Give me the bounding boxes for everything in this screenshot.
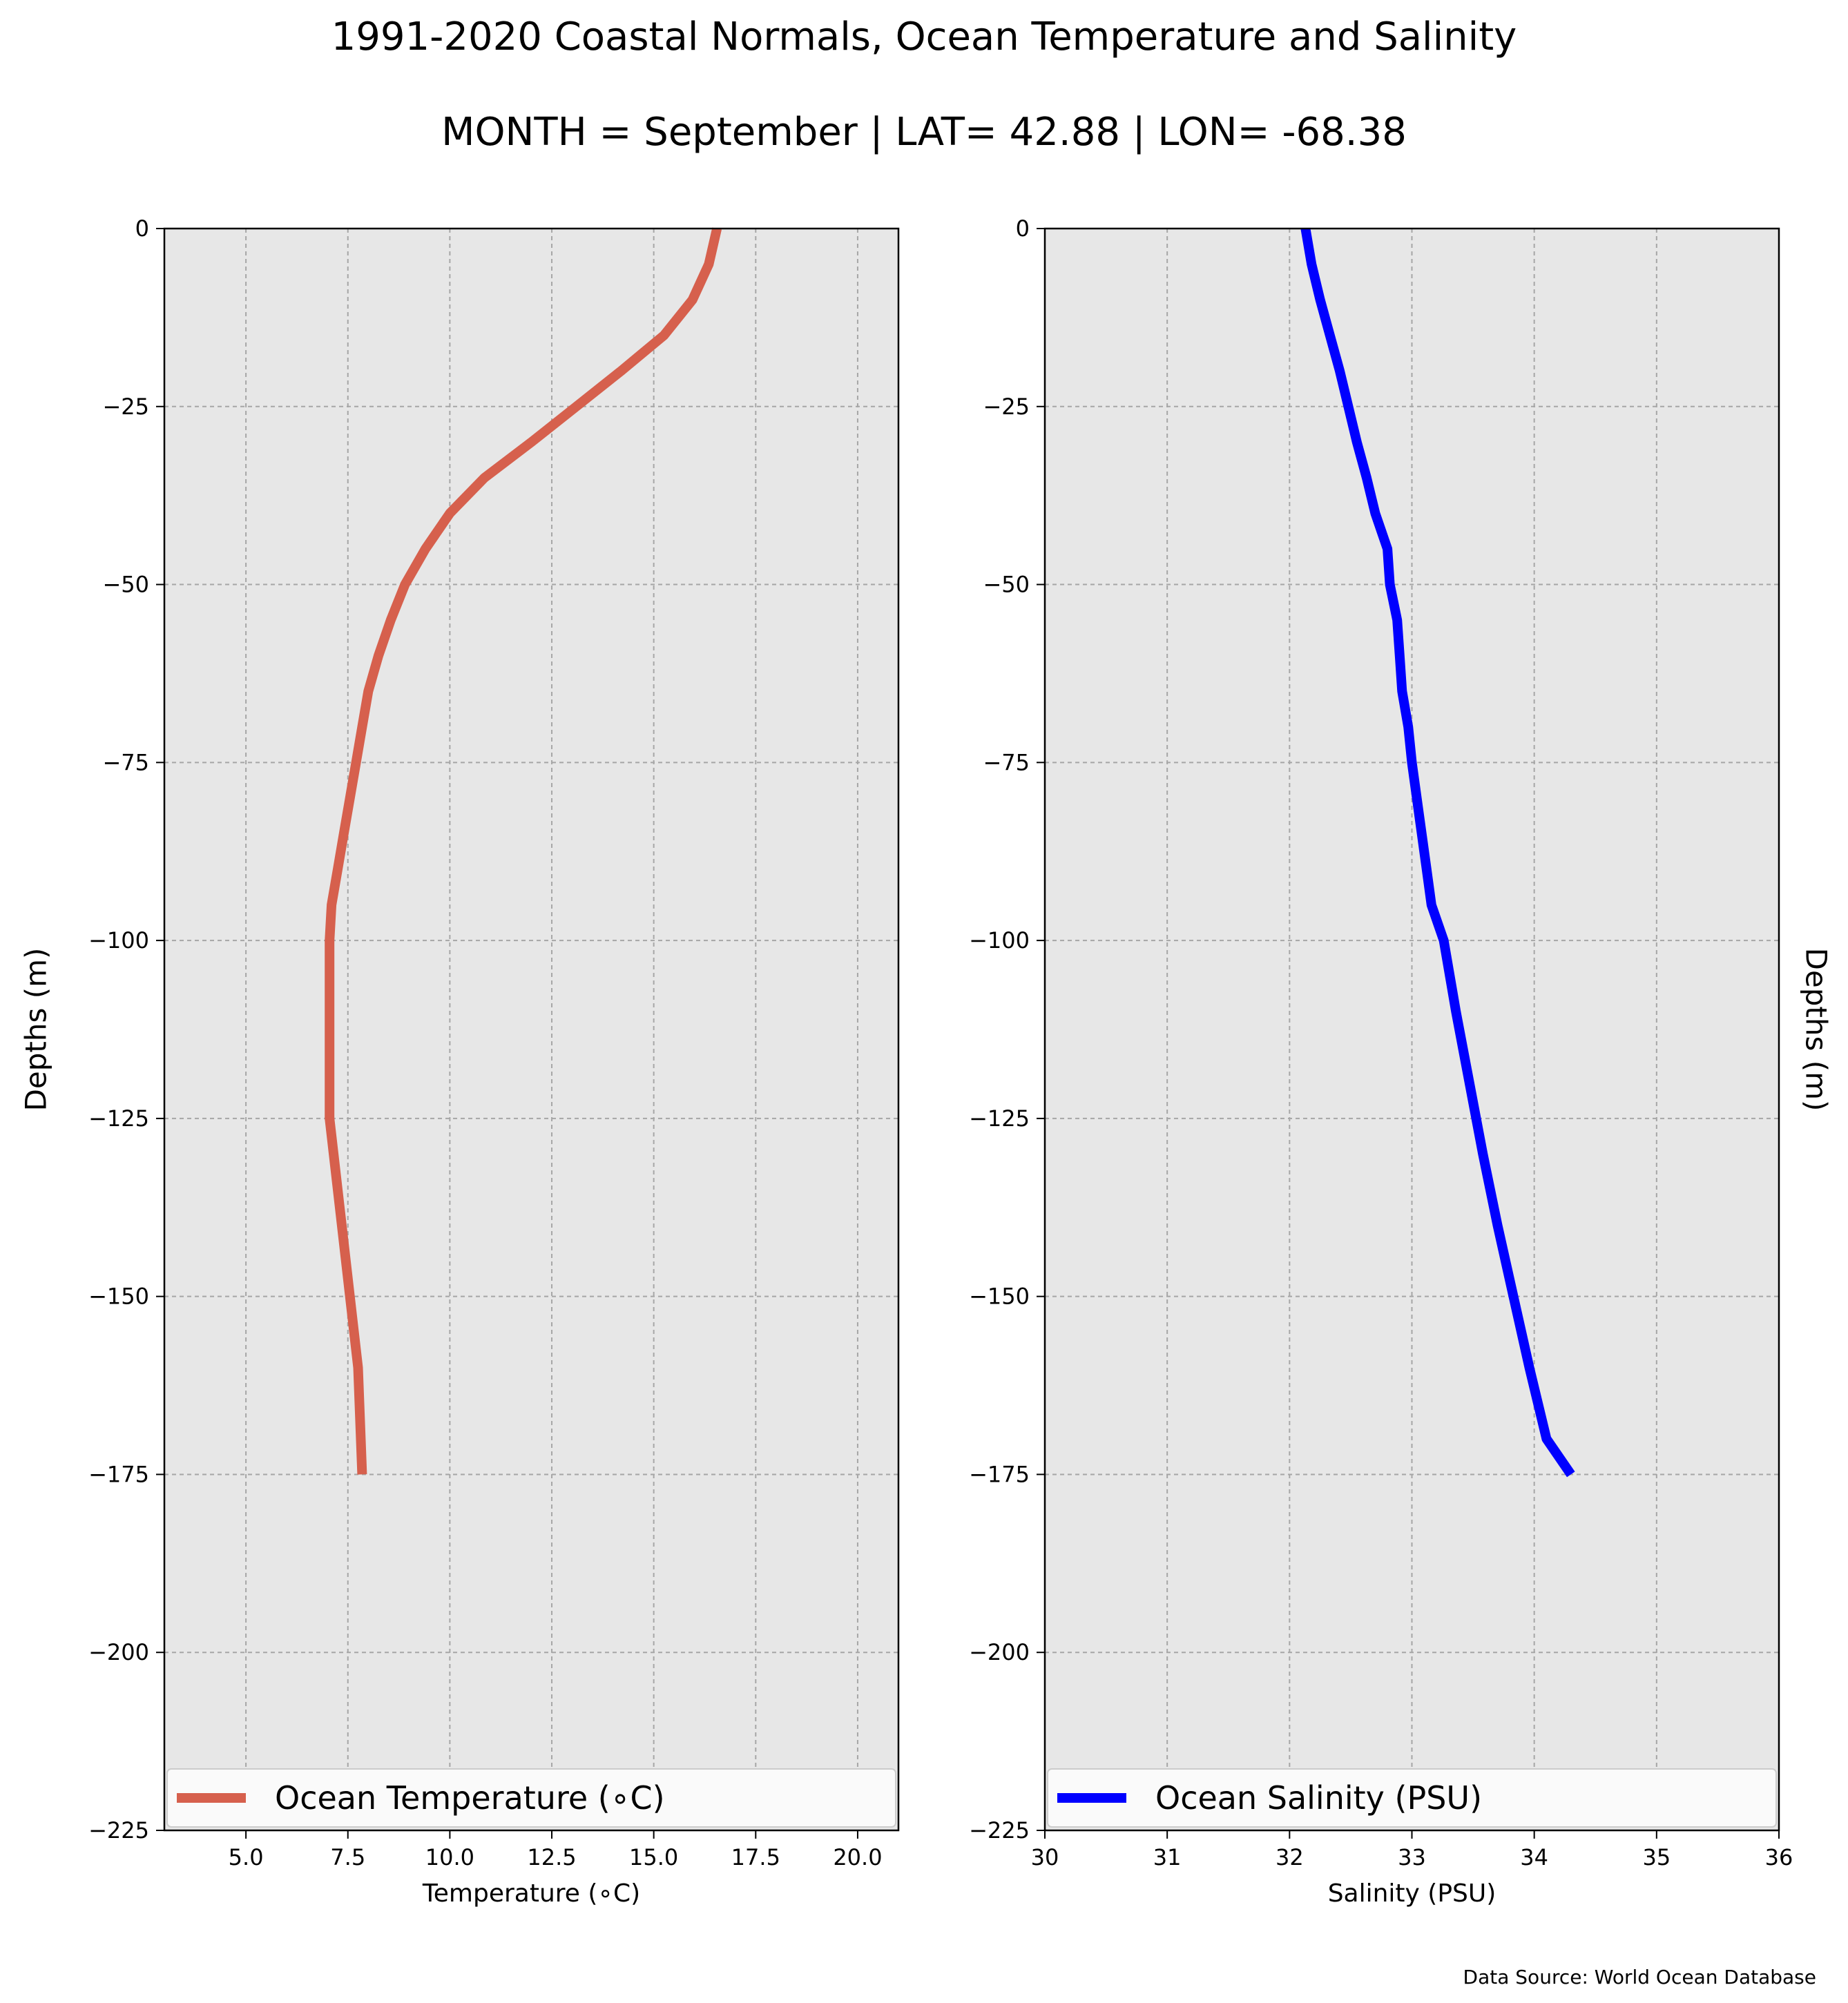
temperature-y-axis-label: Depths (m)	[19, 948, 53, 1112]
temperature-plot-area	[164, 229, 898, 1830]
salinity-legend: Ocean Salinity (PSU)	[1047, 1768, 1777, 1828]
salinity-x-tick-label: 34	[1520, 1844, 1548, 1870]
data-source-note: Data Source: World Ocean Database	[1463, 1966, 1816, 1989]
salinity-legend-box	[1047, 1768, 1777, 1828]
temperature-panel: Ocean Temperature (∘C) 5.0 7.5 10.0 12.5 15.0…	[19, 215, 900, 1908]
salinity-panel: Ocean Salinity (PSU) 30 31 32 33 34 35 36 0 −25 −5…	[969, 215, 1833, 1908]
temperature-x-tick-label: 17.5	[731, 1844, 780, 1870]
figure-subtitle: MONTH = September | LAT= 42.88 | LON= -6…	[441, 110, 1407, 155]
temperature-x-tick-label: 20.0	[833, 1844, 882, 1870]
salinity-y-tick-label: −50	[983, 572, 1030, 598]
temperature-y-tick-label: −75	[102, 749, 149, 775]
temperature-y-tick-label: −100	[88, 927, 149, 954]
temperature-x-tick-label: 10.0	[425, 1844, 474, 1870]
temperature-x-axis-label: Temperature (∘C)	[422, 1879, 640, 1908]
temperature-legend-label: Ocean Temperature (∘C)	[275, 1779, 665, 1817]
temperature-x-tick-label: 12.5	[527, 1844, 576, 1870]
salinity-x-tick-label: 30	[1031, 1844, 1059, 1870]
salinity-y-tick-label: −125	[969, 1105, 1030, 1132]
temperature-x-tick-label: 5.0	[229, 1844, 264, 1870]
salinity-legend-label: Ocean Salinity (PSU)	[1155, 1779, 1482, 1817]
temperature-series-line	[325, 227, 722, 1475]
salinity-x-tick-label: 32	[1276, 1844, 1304, 1870]
salinity-y-axis-label: Depths (m)	[1800, 948, 1833, 1112]
salinity-x-axis-label: Salinity (PSU)	[1328, 1879, 1496, 1908]
temperature-y-tick-label: −50	[102, 572, 149, 598]
salinity-y-tick-label: −225	[969, 1817, 1030, 1844]
temperature-y-tick-label: −175	[88, 1461, 149, 1487]
salinity-x-tick-label: 31	[1153, 1844, 1182, 1870]
temperature-y-tick-label: −150	[88, 1284, 149, 1310]
salinity-x-tick-label: 33	[1398, 1844, 1426, 1870]
salinity-series-line	[1300, 227, 1575, 1478]
salinity-y-tick-label: −150	[969, 1284, 1030, 1310]
salinity-y-tick-label: −200	[969, 1639, 1030, 1665]
temperature-y-tick-label: −225	[88, 1817, 149, 1844]
temperature-y-tick-label: −200	[88, 1639, 149, 1665]
temperature-x-tick-label: 15.0	[629, 1844, 678, 1870]
temperature-y-tick-label: 0	[135, 215, 149, 242]
temperature-axes-frame	[163, 227, 900, 1832]
salinity-y-tick-label: −100	[969, 927, 1030, 954]
salinity-y-tick-label: −175	[969, 1461, 1030, 1487]
figure-title: 1991-2020 Coastal Normals, Ocean Tempera…	[331, 14, 1517, 59]
salinity-x-tick-label: 36	[1765, 1844, 1793, 1870]
salinity-y-tick-label: −25	[983, 394, 1030, 420]
salinity-y-tick-label: 0	[1016, 215, 1030, 242]
temperature-y-tick-label: −125	[88, 1105, 149, 1132]
temperature-legend: Ocean Temperature (∘C)	[166, 1768, 896, 1828]
salinity-x-tick-label: 35	[1642, 1844, 1671, 1870]
temperature-x-tick-label: 7.5	[330, 1844, 365, 1870]
temperature-y-tick-label: −25	[102, 394, 149, 420]
temperature-legend-box	[166, 1768, 896, 1828]
salinity-y-tick-label: −75	[983, 749, 1030, 775]
